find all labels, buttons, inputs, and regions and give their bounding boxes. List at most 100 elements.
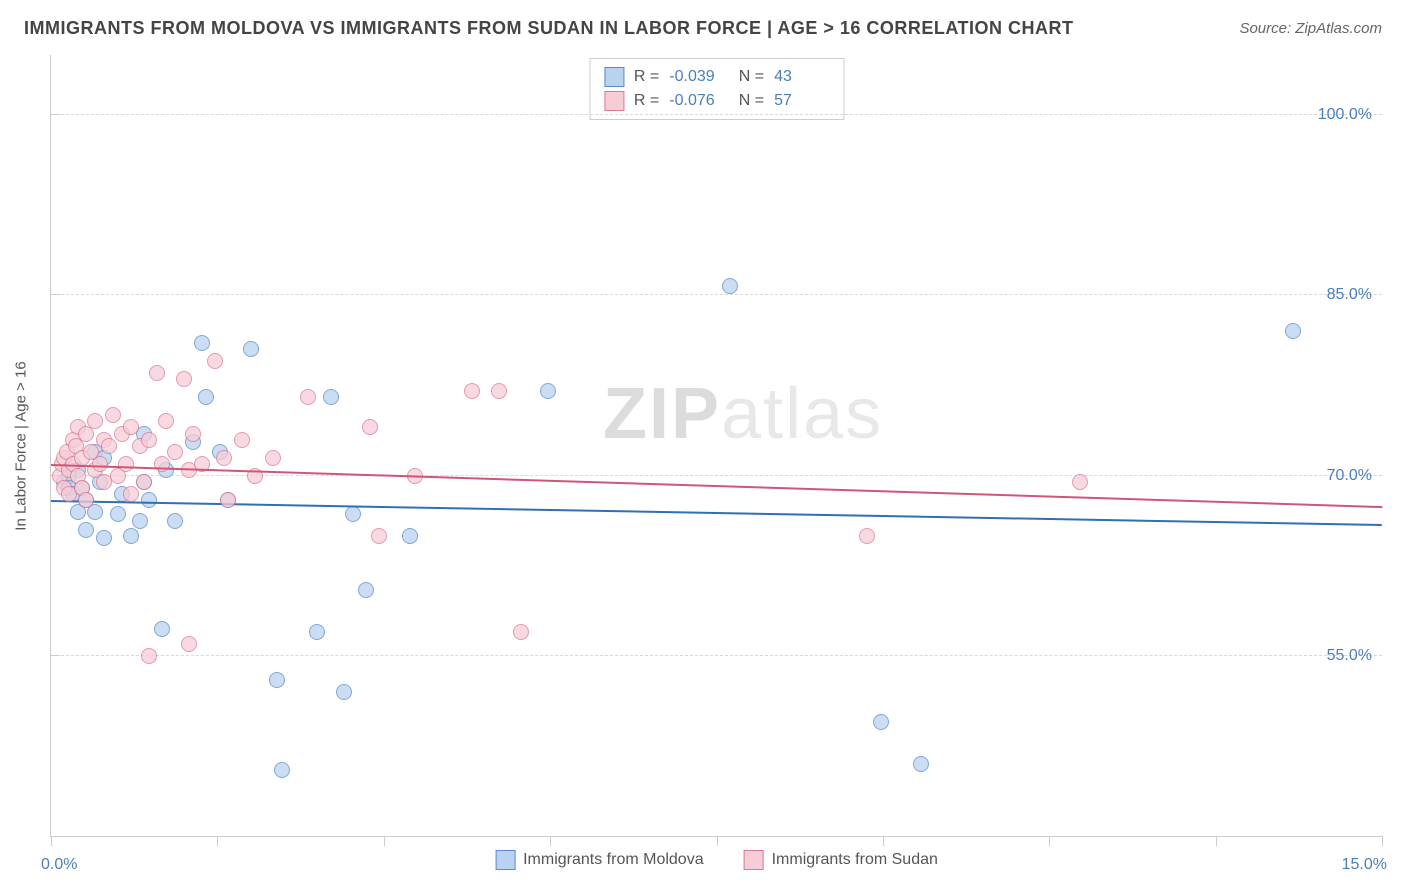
chart-title: IMMIGRANTS FROM MOLDOVA VS IMMIGRANTS FR…	[24, 18, 1074, 39]
legend-item: Immigrants from Sudan	[744, 850, 938, 870]
y-tick-label: 100.0%	[1318, 106, 1372, 124]
stat-n-value: 43	[774, 65, 829, 89]
data-point	[78, 522, 94, 538]
data-point	[110, 506, 126, 522]
data-point	[859, 528, 875, 544]
watermark: ZIPatlas	[603, 373, 883, 455]
data-point	[1072, 474, 1088, 490]
x-tick	[217, 836, 218, 846]
data-point	[269, 672, 285, 688]
data-point	[194, 335, 210, 351]
trend-line	[51, 500, 1382, 526]
data-point	[158, 413, 174, 429]
y-tick	[50, 294, 60, 295]
data-point	[92, 456, 108, 472]
data-point	[243, 341, 259, 357]
data-point	[185, 426, 201, 442]
data-point	[371, 528, 387, 544]
data-point	[96, 530, 112, 546]
data-point	[358, 582, 374, 598]
data-point	[118, 456, 134, 472]
stat-r-value: -0.076	[669, 89, 724, 113]
legend-label: Immigrants from Sudan	[772, 851, 938, 869]
trend-line	[51, 464, 1382, 508]
y-tick	[50, 114, 60, 115]
data-point	[123, 528, 139, 544]
x-axis-max-label: 15.0%	[1342, 856, 1387, 874]
data-point	[540, 383, 556, 399]
data-point	[362, 419, 378, 435]
data-point	[234, 432, 250, 448]
data-point	[136, 474, 152, 490]
x-tick	[1216, 836, 1217, 846]
data-point	[181, 636, 197, 652]
data-point	[87, 413, 103, 429]
data-point	[149, 365, 165, 381]
data-point	[123, 486, 139, 502]
y-tick-label: 55.0%	[1327, 647, 1372, 665]
x-tick	[51, 836, 52, 846]
data-point	[464, 383, 480, 399]
stat-r-value: -0.039	[669, 65, 724, 89]
y-tick-label: 70.0%	[1327, 467, 1372, 485]
data-point	[167, 513, 183, 529]
y-tick-label: 85.0%	[1327, 286, 1372, 304]
series-legend: Immigrants from Moldova Immigrants from S…	[495, 850, 938, 870]
data-point	[873, 714, 889, 730]
x-tick	[384, 836, 385, 846]
correlation-chart: ZIPatlas In Labor Force | Age > 16 0.0% …	[50, 55, 1382, 837]
data-point	[216, 450, 232, 466]
gridline	[51, 655, 1382, 656]
data-point	[167, 444, 183, 460]
data-point	[309, 624, 325, 640]
data-point	[265, 450, 281, 466]
data-point	[513, 624, 529, 640]
data-point	[105, 407, 121, 423]
x-tick	[1382, 836, 1383, 846]
correlation-stats-box: R = -0.039 N = 43 R = -0.076 N = 57	[589, 58, 844, 120]
y-axis-label: In Labor Force | Age > 16	[13, 361, 30, 530]
data-point	[491, 383, 507, 399]
gridline	[51, 114, 1382, 115]
data-point	[1285, 323, 1301, 339]
data-point	[300, 389, 316, 405]
legend-item: Immigrants from Moldova	[495, 850, 704, 870]
data-point	[722, 278, 738, 294]
x-tick	[883, 836, 884, 846]
legend-swatch	[604, 91, 624, 111]
data-point	[132, 513, 148, 529]
stats-row: R = -0.076 N = 57	[604, 89, 829, 113]
source-attribution: Source: ZipAtlas.com	[1239, 20, 1382, 37]
stats-row: R = -0.039 N = 43	[604, 65, 829, 89]
data-point	[913, 756, 929, 772]
data-point	[220, 492, 236, 508]
data-point	[101, 438, 117, 454]
data-point	[323, 389, 339, 405]
stat-n-value: 57	[774, 89, 829, 113]
data-point	[123, 419, 139, 435]
data-point	[154, 621, 170, 637]
data-point	[78, 492, 94, 508]
data-point	[336, 684, 352, 700]
stat-n-label: N =	[734, 65, 764, 89]
stat-r-label: R =	[634, 65, 659, 89]
data-point	[198, 389, 214, 405]
data-point	[141, 492, 157, 508]
x-tick	[550, 836, 551, 846]
legend-label: Immigrants from Moldova	[523, 851, 704, 869]
data-point	[274, 762, 290, 778]
legend-swatch	[604, 67, 624, 87]
data-point	[141, 432, 157, 448]
data-point	[176, 371, 192, 387]
y-tick	[50, 655, 60, 656]
legend-swatch	[495, 850, 515, 870]
x-tick	[1049, 836, 1050, 846]
stat-n-label: N =	[734, 89, 764, 113]
data-point	[345, 506, 361, 522]
data-point	[207, 353, 223, 369]
x-axis-min-label: 0.0%	[41, 856, 77, 874]
data-point	[141, 648, 157, 664]
legend-swatch	[744, 850, 764, 870]
stat-r-label: R =	[634, 89, 659, 113]
x-tick	[717, 836, 718, 846]
